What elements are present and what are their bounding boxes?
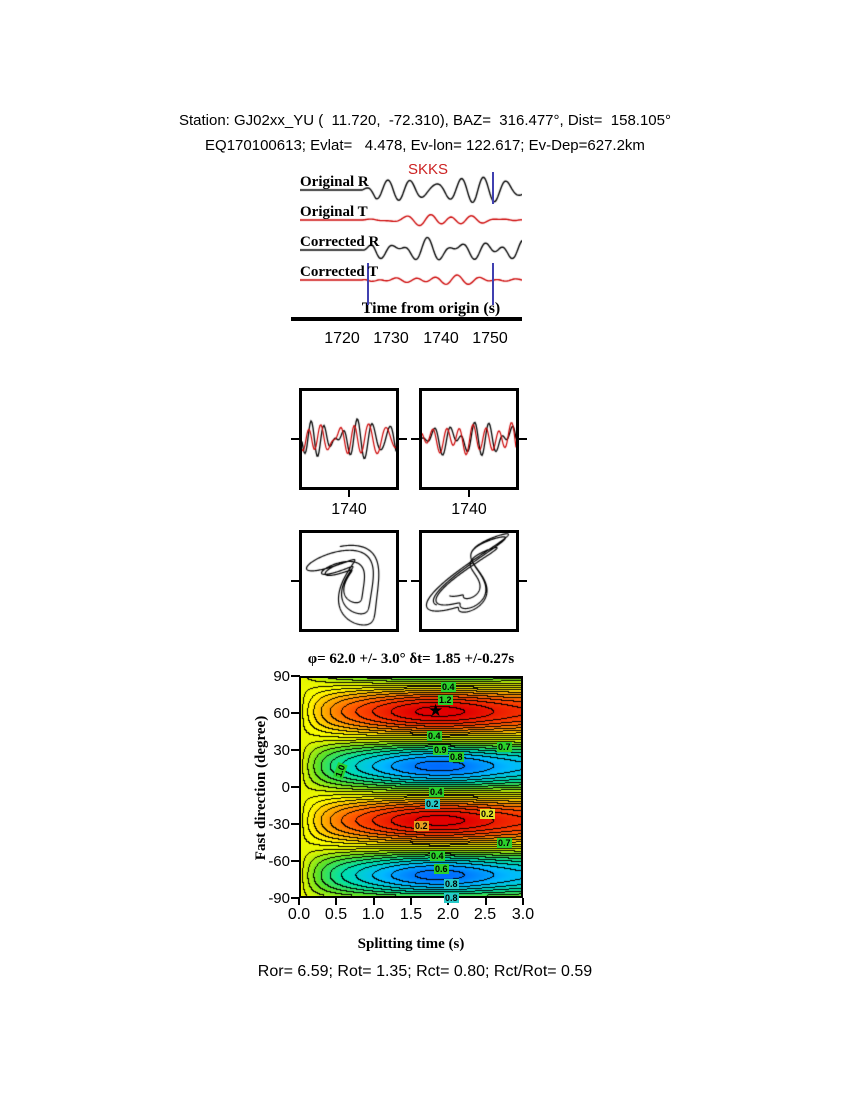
contour-ytick: 60: [273, 705, 290, 722]
axis-tick: [335, 898, 338, 905]
axis-tick: [291, 897, 300, 899]
particle-motion-canvas: [302, 533, 396, 629]
axis-tick: [291, 580, 300, 582]
axis-tick: [291, 712, 300, 714]
analysis-window-marker: [367, 263, 369, 305]
contour-xtick: 1.5: [399, 906, 423, 923]
axis-tick: [398, 580, 407, 582]
trace-label-corrected-t: Corrected T: [300, 264, 379, 280]
contour-xtick: 3.0: [511, 906, 535, 923]
particle-motion-panel-left: [299, 530, 399, 632]
contour-xtick: 1.0: [361, 906, 385, 923]
contour-title: φ= 62.0 +/- 3.0° δt= 1.85 +/-0.27s: [307, 651, 515, 667]
contour-xtick: 2.0: [436, 906, 460, 923]
axis-tick: [484, 898, 487, 905]
time-tick: 1750: [472, 330, 508, 347]
axis-tick: [410, 898, 412, 905]
station-info: Station: GJ02xx_YU ( 11.720, -72.310), B…: [178, 112, 671, 129]
axis-tick: [411, 438, 420, 440]
contour-ytick: 90: [273, 668, 290, 685]
trace-corrected-r: [300, 233, 522, 267]
windowed-waveform-canvas: [422, 391, 516, 487]
contour-xtick: 0.5: [324, 906, 348, 923]
axis-tick: [518, 580, 527, 582]
axis-tick: [468, 490, 470, 497]
windowed-waveform-panel-left: [299, 388, 399, 490]
trace-label-original-r: Original R: [300, 174, 369, 190]
time-axis-label: Time from origin (s): [361, 300, 501, 317]
contour-level-label: 0.6: [434, 864, 449, 874]
trace-corrected-t: [300, 263, 522, 297]
windowed-waveform-canvas: [302, 391, 396, 487]
analysis-window-marker: [492, 263, 494, 305]
zoom-tick-right: 1740: [451, 501, 487, 518]
contour-level-label: 0.4: [430, 851, 445, 861]
contour-level-label: 0.8: [449, 752, 464, 762]
contour-level-label: 0.4: [441, 682, 456, 692]
time-tick: 1730: [373, 330, 409, 347]
axis-tick: [348, 490, 350, 497]
particle-motion-panel-right: [419, 530, 519, 632]
contour-level-label: 0.2: [425, 799, 440, 809]
contour-level-label: 0.4: [429, 787, 444, 797]
trace-label-original-t: Original T: [300, 204, 368, 220]
zoom-tick-left: 1740: [331, 501, 367, 518]
windowed-waveform-panel-right: [419, 388, 519, 490]
contour-level-label: 0.2: [414, 821, 429, 831]
axis-tick: [291, 438, 300, 440]
misfit-contour-canvas: [301, 678, 521, 896]
contour-xlabel: Splitting time (s): [357, 936, 465, 952]
best-solution-star-icon: ★: [428, 701, 444, 720]
time-axis-line: [291, 317, 522, 321]
contour-level-label: 0.8: [444, 879, 459, 889]
time-tick: 1720: [324, 330, 360, 347]
contour-ytick: -30: [268, 816, 290, 833]
trace-original-r: [300, 173, 522, 207]
event-info: EQ170100613; Evlat= 4.478, Ev-lon= 122.6…: [205, 137, 645, 154]
trace-label-corrected-r: Corrected R: [300, 234, 380, 250]
contour-level-label: 0.9: [433, 745, 448, 755]
contour-level-label: 0.2: [480, 809, 495, 819]
time-tick: 1740: [423, 330, 459, 347]
axis-tick: [518, 438, 527, 440]
contour-level-label: 0.7: [497, 838, 512, 848]
analysis-window-marker: [492, 172, 494, 204]
contour-xtick: 2.5: [473, 906, 497, 923]
contour-level-label: 0.8: [444, 893, 459, 903]
axis-tick: [291, 823, 300, 825]
axis-tick: [291, 860, 300, 862]
misfit-contour-plot: [299, 676, 523, 898]
contour-ytick: 30: [273, 742, 290, 759]
axis-tick: [291, 749, 300, 751]
axis-tick: [372, 898, 375, 905]
axis-tick: [398, 438, 407, 440]
axis-tick: [298, 898, 300, 905]
result-stats: Ror= 6.59; Rot= 1.35; Rct= 0.80; Rct/Rot…: [257, 963, 593, 980]
axis-tick: [522, 898, 524, 905]
axis-tick: [291, 786, 300, 788]
contour-level-label: 0.7: [497, 742, 512, 752]
axis-tick: [291, 675, 300, 677]
contour-xtick: 0.0: [287, 906, 311, 923]
contour-ytick: -90: [268, 890, 290, 907]
contour-ytick: -60: [268, 853, 290, 870]
trace-original-t: [300, 203, 522, 237]
contour-ytick: 0: [281, 779, 290, 796]
contour-level-label: 0.4: [427, 731, 442, 741]
particle-motion-canvas: [422, 533, 516, 629]
axis-tick: [411, 580, 420, 582]
contour-level-label: 1.2: [438, 695, 453, 705]
